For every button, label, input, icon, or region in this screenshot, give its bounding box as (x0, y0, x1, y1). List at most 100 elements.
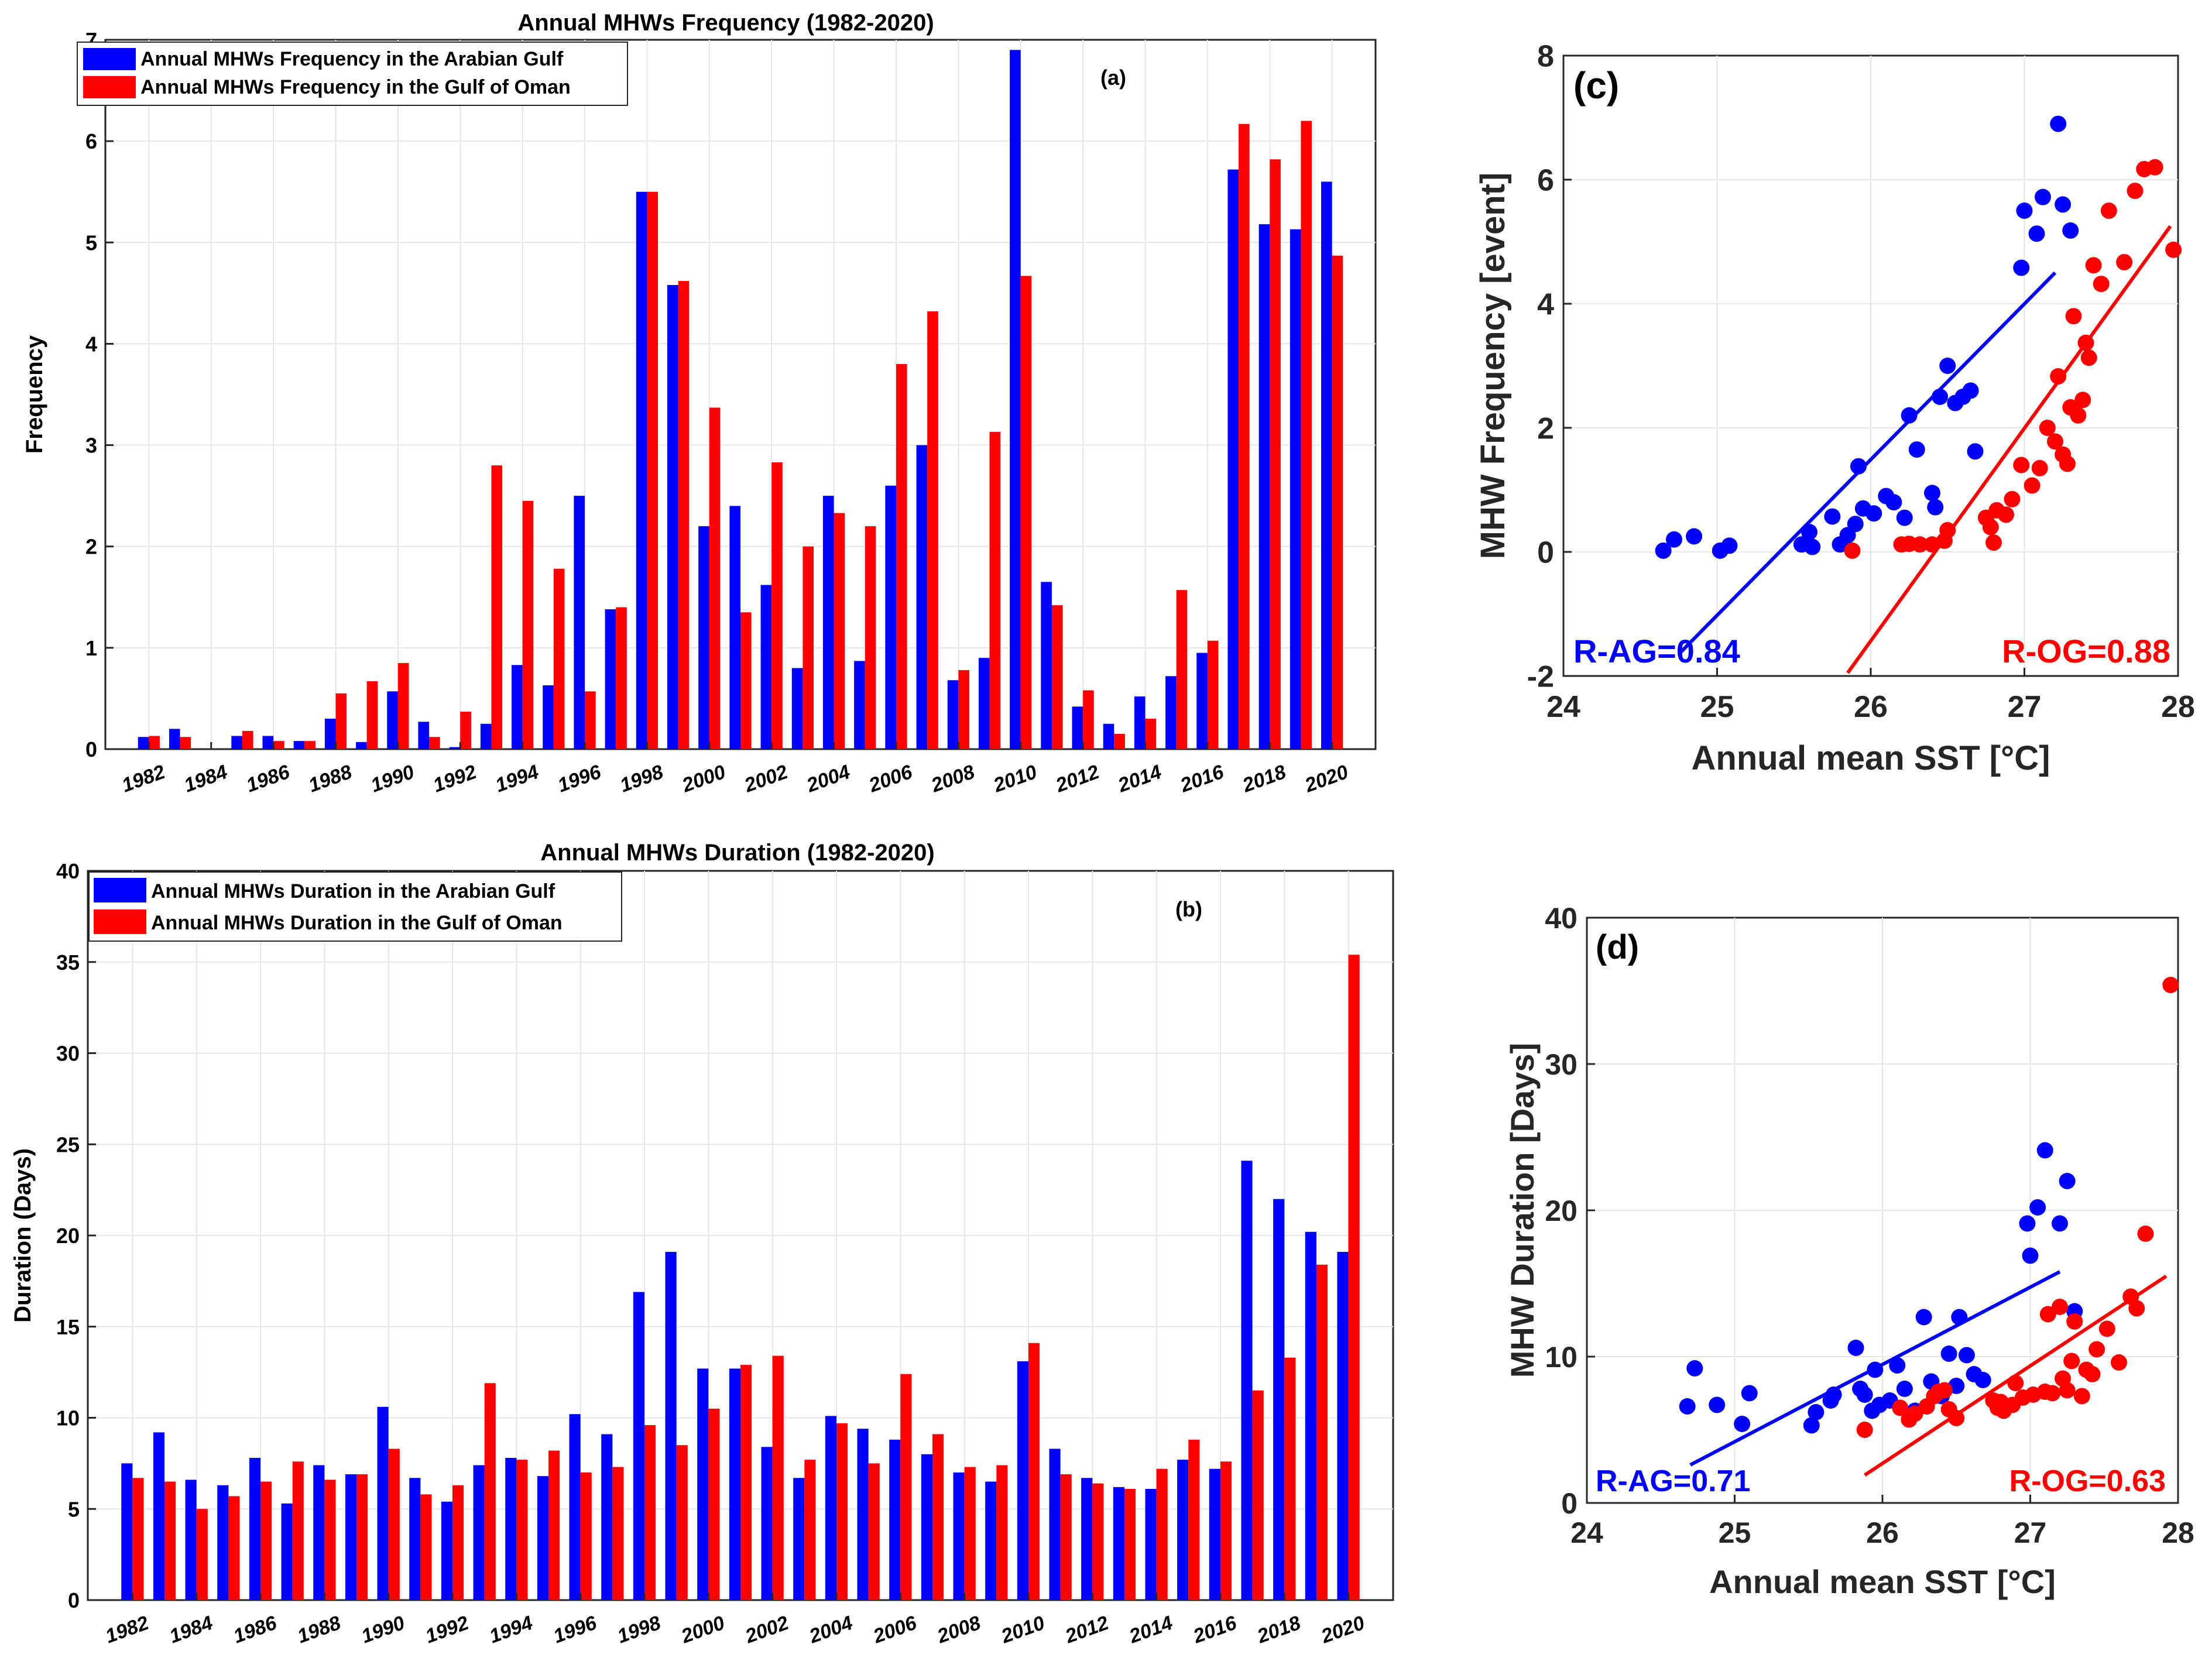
y-tick-label: 30 (56, 1042, 80, 1066)
x-tick-label: 26 (1866, 1516, 1899, 1549)
bar-ag-1982 (138, 737, 149, 749)
scatter-point-og (2084, 1366, 2101, 1382)
panel-b-legend-text-ag: Annual MHWs Duration in the Arabian Gulf (151, 880, 555, 902)
bar-og-1983 (164, 1481, 176, 1600)
bar-ag-2007 (916, 445, 928, 749)
scatter-point-ag (1927, 499, 1944, 516)
scatter-point-ag (2022, 1247, 2039, 1264)
bar-ag-1999 (667, 285, 678, 749)
bar-og-2008 (964, 1467, 976, 1600)
y-tick-label: 6 (1537, 164, 1554, 198)
bar-ag-2001 (729, 506, 740, 749)
bar-og-2004 (834, 513, 845, 749)
bar-ag-1983 (153, 1432, 165, 1600)
scatter-point-og (2007, 1375, 2024, 1391)
y-tick-label: 10 (56, 1406, 80, 1430)
bar-ag-2019 (1305, 1231, 1316, 1600)
bar-og-1983 (180, 737, 191, 749)
bar-og-1989 (366, 681, 378, 749)
bar-ag-2003 (793, 1478, 805, 1600)
fit-line-ag (1677, 271, 2057, 656)
bar-ag-1984 (185, 1480, 197, 1600)
bar-og-1991 (420, 1494, 432, 1600)
bar-ag-1989 (356, 742, 367, 749)
bar-ag-1999 (665, 1252, 677, 1600)
y-tick-label: 2 (85, 535, 97, 559)
bar-og-2005 (865, 526, 876, 749)
bar-og-2011 (1060, 1474, 1072, 1600)
panel-a-legend-text-ag: Annual MHWs Frequency in the Arabian Gul… (140, 48, 564, 70)
bar-og-2017 (1239, 123, 1250, 749)
bar-ag-1991 (418, 722, 430, 749)
scatter-point-og (1856, 1422, 1873, 1438)
scatter-point-ag (1847, 1340, 1864, 1356)
panel-a-legend: Annual MHWs Frequency in the Arabian Gul… (77, 42, 628, 106)
scatter-point-ag (1901, 407, 1918, 424)
panel-b-legend-box (88, 871, 622, 942)
bar-og-2003 (803, 546, 814, 749)
fit-line-og (1846, 225, 2172, 674)
bar-og-1998 (647, 191, 659, 749)
bar-og-2020 (1332, 255, 1343, 749)
panel-b-label: (b) (1175, 897, 1202, 921)
scatter-point-og (2098, 1320, 2115, 1337)
bar-og-1982 (149, 736, 160, 749)
bar-ag-2001 (729, 1368, 740, 1600)
panel-a-frequency-bar-chart: Annual MHWs Frequency (1982-2020) 0 1 2 3 4 5… (22, 10, 1377, 797)
scatter-point-ag (2016, 202, 2033, 219)
scatter-point-og (2085, 257, 2102, 274)
x-tick-label: 25 (1719, 1516, 1751, 1549)
panel-b-legend-swatch-og (94, 909, 146, 934)
panel-c-x-axis-label: Annual mean SST [°C] (1692, 739, 2050, 777)
bar-og-2000 (709, 407, 721, 749)
panel-a-legend-text-og: Annual MHWs Frequency in the Gulf of Oma… (140, 76, 571, 98)
scatter-point-og (2066, 1313, 2083, 1330)
bar-ag-2008 (947, 680, 959, 749)
bar-og-2012 (1083, 690, 1094, 749)
bar-og-2001 (740, 612, 752, 749)
scatter-point-ag (1709, 1396, 1726, 1413)
bar-og-2019 (1301, 121, 1312, 749)
scatter-point-ag (2035, 188, 2051, 205)
y-tick-label: 25 (56, 1132, 80, 1156)
scatter-point-ag (1679, 1398, 1696, 1415)
scatter-point-og (2165, 241, 2182, 258)
scatter-point-og (1844, 542, 1861, 559)
scatter-point-og (2116, 253, 2133, 270)
scatter-point-og (2127, 183, 2144, 200)
y-tick-label: 40 (1545, 902, 1577, 935)
bar-og-1987 (292, 1461, 304, 1600)
scatter-point-og (1939, 521, 1956, 538)
scatter-point-ag (1896, 509, 1913, 526)
bar-ag-2013 (1103, 723, 1114, 749)
y-tick-label: 0 (85, 737, 97, 761)
y-tick-label: 5 (68, 1497, 80, 1521)
scatter-point-og (2088, 1341, 2105, 1358)
scatter-point-ag (1655, 542, 1672, 559)
bar-ag-2014 (1134, 696, 1146, 749)
scatter-point-ag (1885, 494, 1902, 511)
scatter-point-ag (1856, 1386, 1873, 1403)
x-tick-label: 28 (2161, 690, 2195, 724)
scatter-point-og (2128, 1300, 2145, 1317)
bar-ag-2015 (1177, 1460, 1189, 1600)
y-tick-label: 5 (85, 231, 97, 255)
panel-b-legend-swatch-ag (94, 878, 146, 902)
scatter-point-ag (1889, 1357, 1906, 1374)
bar-og-2014 (1156, 1468, 1168, 1600)
scatter-point-og (1924, 536, 1940, 553)
panel-b-y-axis-label: Duration (Days) (10, 1148, 36, 1323)
x-tick-label: 25 (1700, 690, 1734, 724)
scatter-point-ag (1865, 505, 1882, 522)
bar-og-1999 (678, 281, 690, 750)
x-tick-label: 24 (1570, 1516, 1603, 1549)
bar-ag-1987 (281, 1503, 293, 1600)
y-tick-label: 10 (1545, 1341, 1577, 1374)
bar-ag-2009 (985, 1481, 997, 1600)
bar-og-2014 (1145, 719, 1157, 749)
bar-ag-2012 (1081, 1478, 1093, 1600)
bar-og-2017 (1252, 1390, 1264, 1600)
bar-ag-1991 (409, 1478, 421, 1600)
bar-ag-2010 (1010, 50, 1021, 749)
